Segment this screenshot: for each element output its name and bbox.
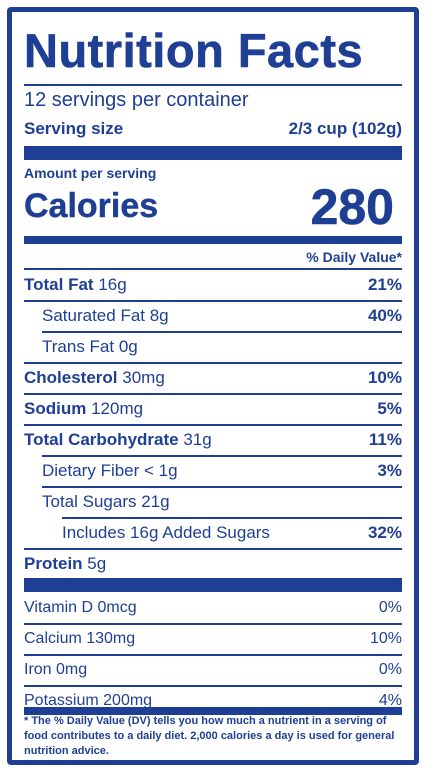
vitamin-name: Potassium 200mg [24, 692, 153, 709]
nutrient-row-dietary-fiber: Dietary Fiber < 1g 3% [42, 456, 402, 486]
nutrient-row-sodium: Sodium 120mg 5% [24, 394, 402, 424]
nutrient-name: Total Carbohydrate 31g [24, 430, 212, 449]
nutrient-name: Protein 5g [24, 554, 107, 573]
divider [42, 455, 402, 457]
nutrient-dv: 10% [367, 368, 402, 387]
nutrient-row-protein: Protein 5g [24, 549, 402, 579]
nutrient-row-added-sugars: Includes 16g Added Sugars 32% [62, 518, 402, 548]
nutrient-name: Includes 16g Added Sugars [62, 523, 270, 542]
divider [24, 393, 402, 395]
nutrient-name: Dietary Fiber < 1g [42, 461, 178, 480]
nutrient-dv: 21% [367, 275, 402, 294]
daily-value-header: % Daily Value* [306, 249, 402, 265]
nutrient-row-trans-fat: Trans Fat 0g [42, 332, 402, 362]
divider [24, 548, 402, 550]
divider [24, 268, 402, 270]
nutrient-row-total-fat: Total Fat 16g 21% [24, 270, 402, 300]
vitamin-dv: 0% [378, 599, 402, 616]
medium-bar [24, 707, 402, 715]
nutrient-name: Saturated Fat 8g [42, 306, 169, 325]
divider [24, 300, 402, 302]
nutrient-dv: 32% [367, 523, 402, 542]
vitamin-row-vitamin-d: Vitamin D 0mcg 0% [24, 593, 402, 623]
vitamin-dv: 0% [378, 661, 402, 678]
vitamin-name: Iron 0mg [24, 661, 88, 678]
label-title: Nutrition Facts [24, 24, 364, 77]
nutrient-dv: 3% [377, 461, 402, 480]
thick-bar [24, 578, 402, 592]
amount-per-serving: Amount per serving [24, 165, 157, 181]
nutrient-name: Sodium 120mg [24, 399, 144, 418]
thick-bar [24, 146, 402, 160]
nutrition-label: Nutrition Facts 12 servings per containe… [7, 7, 419, 765]
vitamin-name: Calcium 130mg [24, 630, 136, 647]
nutrient-name: Trans Fat 0g [42, 337, 138, 356]
calories-label: Calories [24, 187, 159, 225]
nutrient-dv: 5% [377, 399, 402, 418]
divider [62, 517, 402, 519]
nutrient-row-saturated-fat: Saturated Fat 8g 40% [42, 301, 402, 331]
nutrient-row-total-carbohydrate: Total Carbohydrate 31g 11% [24, 425, 402, 455]
calories-value: 280 [310, 179, 394, 235]
nutrient-row-total-sugars: Total Sugars 21g [42, 487, 402, 517]
divider [24, 685, 402, 687]
footnote: * The % Daily Value (DV) tells you how m… [24, 715, 395, 757]
divider [24, 84, 402, 86]
label-content: Nutrition Facts 12 servings per containe… [24, 12, 402, 760]
nutrient-row-cholesterol: Cholesterol 30mg 10% [24, 363, 402, 393]
divider [42, 486, 402, 488]
medium-bar [24, 236, 402, 244]
divider [24, 654, 402, 656]
divider [24, 623, 402, 625]
vitamin-dv: 10% [369, 630, 402, 647]
serving-size-row: Serving size 2/3 cup (102g) [24, 118, 402, 140]
serving-size-label: Serving size [24, 119, 124, 138]
nutrient-name: Cholesterol 30mg [24, 368, 165, 387]
vitamin-row-calcium: Calcium 130mg 10% [24, 624, 402, 654]
nutrient-dv: 40% [367, 306, 402, 325]
nutrient-name: Total Fat 16g [24, 275, 127, 294]
vitamin-row-potassium: Potassium 200mg 4% [24, 686, 402, 716]
vitamin-row-iron: Iron 0mg 0% [24, 655, 402, 685]
nutrient-name: Total Sugars 21g [42, 492, 170, 511]
divider [42, 331, 402, 333]
vitamin-dv: 4% [378, 692, 402, 709]
divider [24, 362, 402, 364]
nutrient-dv: 11% [368, 430, 402, 449]
vitamin-name: Vitamin D 0mcg [24, 599, 137, 616]
divider [24, 424, 402, 426]
serving-size-value: 2/3 cup (102g) [288, 119, 402, 138]
servings-per-container: 12 servings per container [24, 89, 249, 111]
